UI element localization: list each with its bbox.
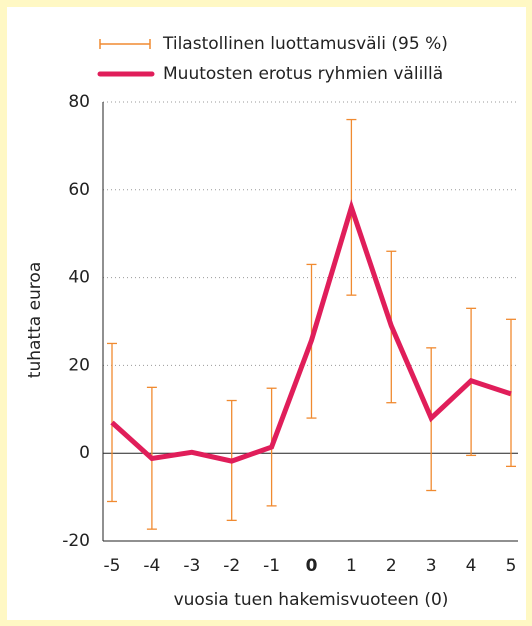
x-tick-label: 3 xyxy=(426,556,437,576)
panel xyxy=(7,7,526,620)
x-tick-label: -2 xyxy=(223,556,240,576)
x-tick-label: 5 xyxy=(506,556,517,576)
x-tick-label: -1 xyxy=(263,556,280,576)
legend-label: Muutosten erotus ryhmien välillä xyxy=(163,64,443,84)
x-tick-label: -3 xyxy=(183,556,200,576)
y-tick-label: 80 xyxy=(68,92,90,112)
y-tick-label: 40 xyxy=(68,268,90,288)
data-line xyxy=(110,199,512,464)
y-tick-label: -20 xyxy=(62,531,90,551)
x-tick-label: 0 xyxy=(306,556,318,576)
y-tick-label: 0 xyxy=(79,443,90,463)
x-tick-label: 1 xyxy=(346,556,357,576)
x-axis-label: vuosia tuen hakemisvuoteen (0) xyxy=(174,590,449,610)
x-tick-label: -4 xyxy=(143,556,160,576)
y-axis-label: tuhatta euroa xyxy=(25,262,45,378)
y-tick-label: 60 xyxy=(68,180,90,200)
x-tick-label: 4 xyxy=(466,556,477,576)
y-tick-label: 20 xyxy=(68,355,90,375)
x-tick-label: -5 xyxy=(104,556,121,576)
x-tick-label: 2 xyxy=(386,556,397,576)
legend-label: Tilastollinen luottamusväli (95 %) xyxy=(162,34,448,54)
